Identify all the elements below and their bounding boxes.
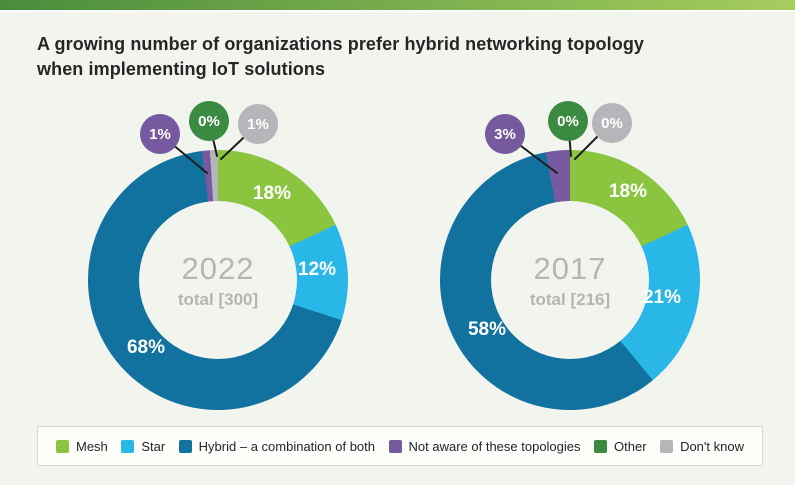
legend-label-star: Star [141,438,166,454]
callout-bubble-other-2017: 0% [548,101,588,141]
legend-swatch-star [121,439,135,453]
segment-label-mesh: 18% [252,183,292,204]
legend-item-hybrid: Hybrid – a combination of both [178,438,375,454]
legend-label-dont-know: Don't know [680,438,744,454]
legend-swatch-hybrid [178,439,192,453]
chart-title: A growing number of organizations prefer… [37,32,757,82]
segment-label-star: 12% [297,259,337,280]
donut-chart-2022: 2022 total [300] 18% 12% 68% [88,150,348,410]
legend-swatch-not-aware [388,439,402,453]
donut-total-label: total [216] [529,289,611,309]
callout-bubble-not-aware-2017: 3% [485,114,525,154]
donut-hole-2017: 2017 total [216] [491,201,649,359]
legend-swatch-other [594,439,608,453]
segment-label-hybrid: 58% [467,319,507,340]
legend-label-hybrid: Hybrid – a combination of both [198,438,375,454]
legend-label-other: Other [614,438,647,454]
donut-total-label: total [300] [177,289,259,309]
legend-item-dont-know: Don't know [660,439,744,454]
callout-bubble-not-aware-2022: 1% [140,114,180,154]
legend-swatch-dont-know [660,439,674,453]
brand-bar [0,0,795,12]
legend-label-not-aware: Not aware of these topologies [408,438,581,454]
donut-year-label: 2022 [181,250,255,286]
donut-hole-2022: 2022 total [300] [139,201,297,359]
segment-label-mesh: 18% [608,181,648,202]
callout-bubble-dont-know-2017: 0% [592,103,632,143]
legend-item-other: Other [594,439,647,454]
segment-label-star: 21% [642,287,682,308]
segment-label-hybrid: 68% [126,337,166,358]
donut-chart-2017: 2017 total [216] 18% 21% 58% [440,150,700,410]
chart-title-line-1: A growing number of organizations prefer… [37,34,645,54]
legend-label-mesh: Mesh [76,438,108,454]
chart-title-line-2: when implementing IoT solutions [37,59,326,79]
legend: Mesh Star Hybrid – a combination of both… [37,426,763,466]
legend-item-mesh: Mesh [56,439,108,454]
donut-year-label: 2017 [533,250,607,286]
callout-bubble-dont-know-2022: 1% [238,104,278,144]
callout-bubble-other-2022: 0% [189,101,229,141]
legend-item-star: Star [121,439,165,454]
legend-item-not-aware: Not aware of these topologies [388,438,581,454]
legend-swatch-mesh [56,439,69,453]
